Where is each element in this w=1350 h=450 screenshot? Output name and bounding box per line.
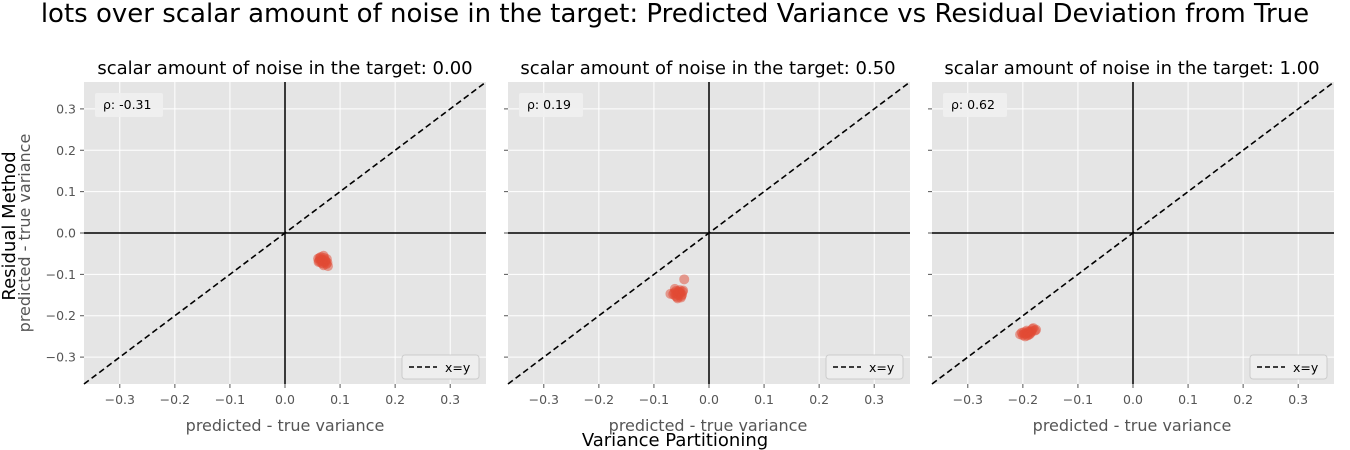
x-tick-label: 0.3 — [864, 392, 884, 407]
scatter-point — [321, 254, 332, 265]
x-equals-y-line — [83, 81, 487, 385]
y-tick-label: 0.2 — [56, 143, 76, 158]
x-tick-label: −0.1 — [639, 392, 669, 407]
scatter-point — [665, 288, 676, 299]
scatter-point — [313, 256, 324, 267]
scatter-points — [665, 274, 690, 304]
correlation-annotation: ρ: 0.62 — [943, 93, 1007, 117]
x-tick-label: −0.3 — [105, 392, 135, 407]
x-tick-label: −0.3 — [529, 392, 559, 407]
rho-value: ρ: -0.31 — [103, 97, 151, 112]
x-tick-labels: −0.3 −0.2 −0.1 0.0 0.1 0.2 0.3 — [529, 384, 884, 407]
identity-line — [83, 81, 487, 385]
scatter-points — [1015, 323, 1042, 342]
rho-value: ρ: 0.19 — [527, 97, 571, 112]
legend: x=y — [825, 354, 904, 380]
x-tick-label: 0.2 — [809, 392, 829, 407]
x-tick-labels: −0.3 −0.2 −0.1 0.0 0.1 0.2 0.3 — [953, 384, 1308, 407]
figure-supylabel: Residual Method — [0, 151, 20, 300]
x-tick-label: −0.1 — [215, 392, 245, 407]
x-tick-label: 0.0 — [1123, 392, 1143, 407]
x-equals-y-line — [507, 81, 911, 385]
scatter-point — [679, 274, 690, 285]
x-axis-label: predicted - true variance — [609, 416, 808, 435]
scatter-point — [678, 285, 689, 296]
x-tick-label: −0.2 — [1008, 392, 1038, 407]
figure-suptitle: lots over scalar amount of noise in the … — [41, 0, 1309, 29]
scatter-points — [313, 250, 333, 272]
identity-line — [931, 81, 1335, 385]
legend-label: x=y — [869, 360, 895, 375]
y-tick-marks — [928, 108, 932, 358]
correlation-annotation: ρ: -0.31 — [95, 93, 163, 117]
x-axis-label: predicted - true variance — [1033, 416, 1232, 435]
y-tick-label: −0.3 — [46, 350, 76, 365]
x-tick-label: −0.1 — [1063, 392, 1093, 407]
x-tick-label: 0.0 — [275, 392, 295, 407]
y-tick-label: −0.2 — [46, 308, 76, 323]
x-tick-label: −0.2 — [584, 392, 614, 407]
x-tick-label: 0.3 — [1288, 392, 1308, 407]
subplot-noise-0-00: −0.3 −0.2 −0.1 0.0 0.1 0.2 0.3 −0.3 −0.2 −0.1 0.0… — [15, 58, 487, 435]
subplot-noise-1-00: −0.3 −0.2 −0.1 0.0 0.1 0.2 0.3 ρ: 0.62 x=y sca… — [928, 58, 1335, 435]
identity-line — [507, 81, 911, 385]
legend-label: x=y — [445, 360, 471, 375]
y-tick-label: 0.0 — [56, 226, 76, 241]
subplot-noise-0-50: −0.3 −0.2 −0.1 0.0 0.1 0.2 0.3 ρ: 0.19 x=y sca… — [504, 58, 911, 435]
x-tick-label: 0.2 — [1233, 392, 1253, 407]
legend-label: x=y — [1293, 360, 1319, 375]
y-tick-marks — [504, 108, 508, 358]
y-axis-label: predicted - true variance — [15, 134, 34, 333]
subplot-title: scalar amount of noise in the target: 0.… — [97, 58, 472, 79]
y-tick-label: −0.1 — [46, 267, 76, 282]
x-tick-label: 0.1 — [1178, 392, 1198, 407]
legend: x=y — [1249, 354, 1328, 380]
x-tick-label: 0.2 — [385, 392, 405, 407]
y-tick-label: 0.3 — [56, 101, 76, 116]
scatter-point — [1019, 328, 1030, 339]
x-tick-label: −0.3 — [953, 392, 983, 407]
legend: x=y — [401, 354, 480, 380]
x-tick-label: 0.1 — [754, 392, 774, 407]
x-tick-label: 0.3 — [440, 392, 460, 407]
correlation-annotation: ρ: 0.19 — [519, 93, 583, 117]
y-tick-label: 0.1 — [56, 184, 76, 199]
rho-value: ρ: 0.62 — [951, 97, 995, 112]
x-tick-labels: −0.3 −0.2 −0.1 0.0 0.1 0.2 0.3 — [105, 384, 460, 407]
y-tick-labels: −0.3 −0.2 −0.1 0.0 0.1 0.2 0.3 — [46, 101, 84, 365]
x-tick-label: 0.1 — [330, 392, 350, 407]
subplot-title: scalar amount of noise in the target: 1.… — [944, 58, 1319, 79]
x-tick-label: −0.2 — [160, 392, 190, 407]
figure-supxlabel: Variance Partitioning — [582, 430, 768, 450]
x-tick-label: 0.0 — [699, 392, 719, 407]
x-axis-label: predicted - true variance — [186, 416, 385, 435]
subplot-title: scalar amount of noise in the target: 0.… — [520, 58, 895, 79]
x-equals-y-line — [931, 81, 1335, 385]
